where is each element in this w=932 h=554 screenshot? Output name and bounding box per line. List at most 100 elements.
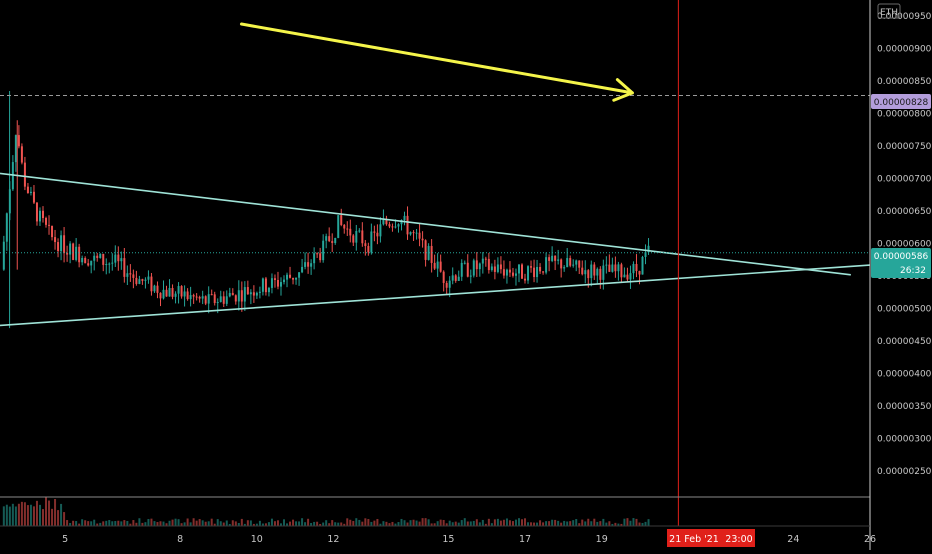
price-tick-label: 0.00000750 bbox=[877, 142, 932, 152]
candle-body bbox=[493, 266, 496, 272]
volume-bar bbox=[647, 519, 650, 526]
candle-body bbox=[481, 258, 484, 264]
candle-body bbox=[231, 292, 234, 296]
candle-body bbox=[361, 230, 364, 244]
volume-bar bbox=[174, 518, 177, 526]
candle-body bbox=[78, 246, 81, 263]
cursor-date-label: 21 Feb '21 bbox=[669, 534, 719, 545]
volume-bar bbox=[138, 518, 141, 526]
volume-bar bbox=[472, 520, 475, 526]
candle-body bbox=[629, 273, 632, 280]
volume-bar bbox=[448, 520, 451, 526]
time-tick-label: 26 bbox=[864, 534, 876, 545]
volume-bar bbox=[156, 522, 159, 526]
candle-body bbox=[638, 271, 641, 275]
candle-body bbox=[183, 291, 186, 297]
price-axis[interactable]: 0.00000950 0.00000900 0.00000850 0.00000800… bbox=[877, 12, 932, 477]
candle-body bbox=[587, 270, 590, 279]
volume-bar bbox=[527, 522, 530, 526]
price-tick-label: 0.00000850 bbox=[877, 77, 932, 87]
volume-bar bbox=[198, 519, 201, 526]
currency-label: ETH bbox=[880, 8, 898, 18]
volume-bar bbox=[210, 518, 213, 526]
candle-body bbox=[409, 232, 412, 235]
volume-bar bbox=[295, 521, 298, 526]
candle-body bbox=[442, 271, 445, 283]
candle-body bbox=[527, 266, 530, 281]
volume-bar bbox=[367, 519, 370, 526]
candle-body bbox=[313, 253, 316, 264]
candle-body bbox=[358, 230, 361, 232]
volume-bar bbox=[120, 521, 123, 526]
volume-bar bbox=[406, 522, 409, 526]
candle-body bbox=[430, 245, 433, 263]
volume-bar bbox=[451, 522, 454, 526]
volume-bar bbox=[69, 522, 72, 526]
candle-body bbox=[490, 266, 493, 271]
candle-body bbox=[340, 215, 343, 225]
candle-body bbox=[69, 243, 72, 255]
candle-body bbox=[644, 252, 647, 257]
candle-body bbox=[207, 294, 210, 304]
candle-body bbox=[575, 260, 578, 265]
volume-bar bbox=[517, 518, 520, 526]
candle-body bbox=[331, 241, 334, 243]
volume-bar bbox=[376, 518, 379, 526]
candle-body bbox=[388, 224, 391, 227]
candle-body bbox=[2, 241, 5, 270]
time-tick-label: 10 bbox=[251, 534, 263, 545]
candle-body bbox=[355, 231, 358, 243]
candlestick-series bbox=[2, 90, 650, 329]
volume-bar bbox=[436, 521, 439, 526]
volume-bar bbox=[276, 520, 279, 526]
candle-body bbox=[192, 295, 195, 297]
time-tick-label: 24 bbox=[787, 534, 799, 545]
volume-bar bbox=[117, 520, 120, 526]
candle-body bbox=[466, 262, 469, 277]
candle-body bbox=[454, 275, 457, 281]
candle-body bbox=[198, 296, 201, 299]
candle-body bbox=[548, 257, 551, 261]
candle-body bbox=[376, 232, 379, 237]
volume-bar bbox=[533, 522, 536, 526]
volume-bar bbox=[349, 519, 352, 526]
volume-bar bbox=[334, 522, 337, 526]
volume-bar bbox=[108, 520, 111, 526]
candle-body bbox=[135, 277, 138, 284]
volume-bar bbox=[563, 520, 566, 526]
volume-bar bbox=[502, 519, 505, 526]
candle-body bbox=[171, 287, 174, 297]
candle-body bbox=[508, 269, 511, 273]
marked-price-badge: 0.00000828 bbox=[871, 94, 931, 109]
time-axis[interactable]: 5 8 10 12 15 17 19 24 26 bbox=[62, 534, 876, 545]
volume-bar bbox=[63, 512, 66, 526]
volume-bar bbox=[644, 521, 647, 526]
currency-badge[interactable] bbox=[877, 3, 901, 19]
candle-body bbox=[45, 218, 48, 225]
candle-body bbox=[255, 292, 258, 296]
volume-bar bbox=[427, 519, 430, 526]
drawing-overlays bbox=[0, 0, 871, 526]
candle-body bbox=[186, 291, 189, 300]
price-tick-label: 0.00000950 bbox=[877, 12, 932, 22]
candle-body bbox=[385, 219, 388, 225]
candle-body bbox=[153, 285, 156, 292]
candle-body bbox=[641, 256, 644, 275]
volume-bar bbox=[17, 503, 20, 526]
candle-body bbox=[484, 258, 487, 260]
volume-bar bbox=[421, 518, 424, 526]
candle-body bbox=[117, 254, 120, 262]
volume-bar bbox=[539, 520, 542, 526]
volume-bar bbox=[189, 522, 192, 526]
candle-body bbox=[132, 274, 135, 278]
candle-body bbox=[141, 279, 144, 281]
volume-bar bbox=[246, 520, 249, 526]
volume-bar bbox=[81, 519, 84, 526]
volume-bar bbox=[460, 520, 463, 526]
volume-bar bbox=[364, 518, 367, 526]
candle-body bbox=[201, 296, 204, 299]
volume-bar bbox=[581, 519, 584, 526]
volume-bar bbox=[590, 521, 593, 526]
candle-body bbox=[545, 257, 548, 273]
